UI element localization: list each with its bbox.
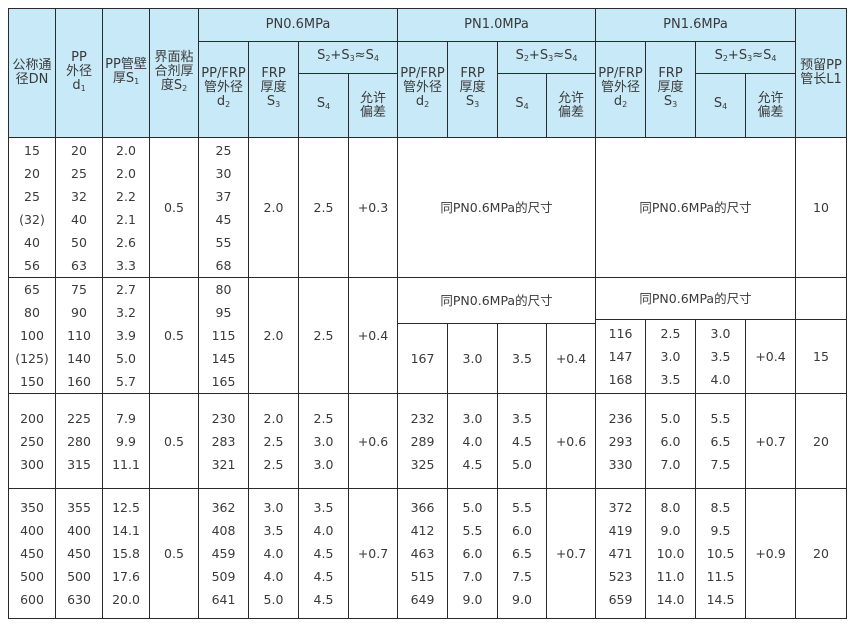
- header-s2: 界面粘 合剂厚 度S2: [149, 8, 199, 138]
- table-cell: 3.0 3.5 4.0: [695, 319, 746, 394]
- header-pn06-d2: PP/FRP 管外径 d2: [198, 41, 249, 138]
- header-pn16-s4: S4: [695, 73, 746, 138]
- table-cell: 2.5 3.0 3.5: [645, 319, 696, 394]
- table-row: 116 147 168 2.5 3.0 3.5 3.0 3.5 4.0 +0.4 15: [9, 319, 847, 394]
- table-cell: 2.7 3.2 3.9 5.0 5.7: [102, 277, 150, 394]
- table-cell: +0.3: [348, 137, 398, 278]
- header-pn16-d2: PP/FRP 管外径 d2: [595, 41, 646, 138]
- table-cell: 167: [397, 323, 448, 394]
- table-cell: 232 289 325: [397, 393, 448, 489]
- table-cell: 3.0 3.5 4.0 4.0 5.0: [248, 488, 299, 619]
- header-pn10-sum: S2+S3≈S4: [497, 41, 596, 74]
- table-cell: 8.0 9.0 10.0 11.0 14.0: [645, 488, 696, 619]
- table-cell: 225 280 315: [55, 393, 103, 489]
- table-cell: +0.6: [348, 393, 398, 489]
- table-cell: 75 90 110 140 160: [55, 277, 103, 394]
- same-as-pn06-note: 同PN0.6MPa的尺寸: [595, 137, 796, 278]
- table-cell: 10: [795, 137, 847, 278]
- table-cell: +0.9: [745, 488, 796, 619]
- header-l1: 预留PP 管长L1: [795, 8, 847, 138]
- table-cell: 0.5: [149, 393, 199, 489]
- table-cell: 8.5 9.5 10.5 11.5 14.5: [695, 488, 746, 619]
- table-cell: 2.5 3.0 3.0: [298, 393, 349, 489]
- table-cell: 2.5: [298, 137, 349, 278]
- table-cell: 236 293 330: [595, 393, 646, 489]
- header-pn06-tol: 允许 偏差: [348, 73, 398, 138]
- table-cell: 65 80 100 (125) 150: [8, 277, 56, 394]
- header-pn10-tol: 允许 偏差: [546, 73, 596, 138]
- header-pn10-s3: FRP 厚度 S3: [447, 41, 498, 138]
- table-cell: 5.5 6.0 6.5 7.5 9.0: [497, 488, 547, 619]
- header-dn: 公称通 径DN: [8, 8, 56, 138]
- table-cell: 3.5 4.0 4.5 4.5 4.5: [298, 488, 349, 619]
- table-row: 65 80 100 (125) 150 75 90 110 140 160 2.7 …: [8, 277, 847, 394]
- table-cell: 20: [795, 393, 847, 489]
- table-cell: 3.5: [497, 323, 547, 394]
- table-cell: +0.4: [348, 277, 398, 394]
- table-cell: 2.0 2.5 2.5: [248, 393, 299, 489]
- same-as-pn06-note: 同PN0.6MPa的尺寸: [397, 277, 596, 324]
- table-row: 350 400 450 500 600 355 400 450 500 630 12…: [8, 488, 847, 619]
- table-row: 200 250 300 225 280 315 7.9 9.9 11.1 0.5 230…: [8, 393, 847, 489]
- header-pn16-tol: 允许 偏差: [745, 73, 796, 138]
- table-cell: 362 408 459 509 641: [198, 488, 249, 619]
- table-cell: 2.0: [248, 137, 299, 278]
- pipe-dimension-table: 公称通 径DN PP 外径 d1 PP管壁 厚S1 界面粘 合剂厚 度S2 PN…: [8, 8, 847, 619]
- table-cell: +0.7: [546, 488, 596, 619]
- table-cell: 2.5: [298, 277, 349, 394]
- table-cell: 3.0 4.0 4.5: [447, 393, 498, 489]
- table-cell: +0.4: [546, 323, 596, 394]
- table-cell: +0.7: [348, 488, 398, 619]
- table-cell: 2.0 2.0 2.2 2.1 2.6 3.3: [102, 137, 150, 278]
- table-cell: +0.6: [546, 393, 596, 489]
- same-as-pn06-note: 同PN0.6MPa的尺寸: [397, 137, 596, 278]
- table-cell: 0.5: [149, 137, 199, 278]
- header-pn06: PN0.6MPa: [198, 8, 398, 42]
- table-cell: 0.5: [149, 488, 199, 619]
- table-cell: 7.9 9.9 11.1: [102, 393, 150, 489]
- header-pn16-s3: FRP 厚度 S3: [645, 41, 696, 138]
- table-cell: 15 20 25 (32) 40 56: [8, 137, 56, 278]
- table-cell: 200 250 300: [8, 393, 56, 489]
- empty-cell: [795, 277, 847, 320]
- same-as-pn06-note: 同PN0.6MPa的尺寸: [595, 277, 796, 320]
- header-d1: PP 外径 d1: [55, 8, 103, 138]
- header-pn16: PN1.6MPa: [595, 8, 796, 42]
- table-cell: 3.5 4.5 5.0: [497, 393, 547, 489]
- table-cell: 20 25 32 40 50 63: [55, 137, 103, 278]
- header-pn06-s4: S4: [298, 73, 349, 138]
- table-cell: 116 147 168: [595, 319, 646, 394]
- table-cell: 15: [795, 319, 847, 394]
- table-cell: 5.5 6.5 7.5: [695, 393, 746, 489]
- header-pn10: PN1.0MPa: [397, 8, 596, 42]
- header-pn10-s4: S4: [497, 73, 547, 138]
- header-s1: PP管壁 厚S1: [102, 8, 150, 138]
- table-cell: 5.0 5.5 6.0 7.0 9.0: [447, 488, 498, 619]
- table-cell: 350 400 450 500 600: [8, 488, 56, 619]
- table-row: 15 20 25 (32) 40 56 20 25 32 40 50 63 2.0 …: [8, 137, 847, 278]
- table-cell: 0.5: [149, 277, 199, 394]
- header-pn06-s3: FRP 厚度 S3: [248, 41, 299, 138]
- table-cell: 3.0: [447, 323, 498, 394]
- table-cell: 12.5 14.1 15.8 17.6 20.0: [102, 488, 150, 619]
- table-cell: +0.4: [745, 319, 796, 394]
- table-cell: 80 95 115 145 165: [198, 277, 249, 394]
- header-pn06-sum: S2+S3≈S4: [298, 41, 398, 74]
- table-cell: 366 412 463 515 649: [397, 488, 448, 619]
- header-pn16-sum: S2+S3≈S4: [695, 41, 796, 74]
- table-cell: 20: [795, 488, 847, 619]
- table-cell: +0.7: [745, 393, 796, 489]
- header-pn10-d2: PP/FRP 管外径 d2: [397, 41, 448, 138]
- table-cell: 230 283 321: [198, 393, 249, 489]
- table-cell: 355 400 450 500 630: [55, 488, 103, 619]
- table-cell: 5.0 6.0 7.0: [645, 393, 696, 489]
- table-cell: 25 30 37 45 55 68: [198, 137, 249, 278]
- table-cell: 372 419 471 523 659: [595, 488, 646, 619]
- table-cell: 2.0: [248, 277, 299, 394]
